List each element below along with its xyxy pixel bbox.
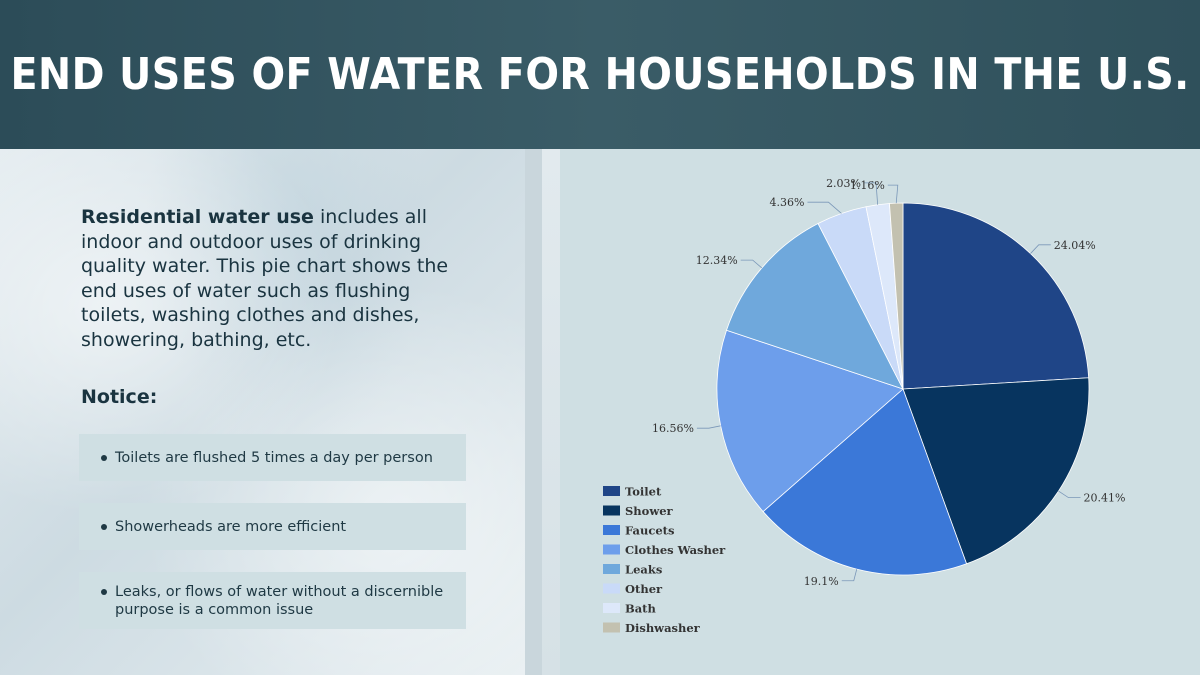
data-label: 20.41% xyxy=(1084,492,1126,505)
note-text: Toilets are flushed 5 times a day per pe… xyxy=(115,449,433,466)
leader-line xyxy=(1058,490,1081,499)
legend-swatch xyxy=(603,486,620,496)
data-label: 19.1% xyxy=(804,575,839,588)
data-label: 16.56% xyxy=(652,422,694,435)
pie-chart: 24.04% 20.41% 19.1% 16.56% 12.34% 4.36% 2.03%1… xyxy=(603,177,1126,635)
pie-slice-clothes-washer xyxy=(716,329,904,513)
divider-strip xyxy=(525,149,542,675)
legend-label: Toilet xyxy=(625,485,662,499)
legend-label: Clothes Washer xyxy=(625,543,726,557)
legend-swatch xyxy=(603,505,620,516)
bullet-icon xyxy=(101,524,107,530)
pie-slice-shower xyxy=(902,377,1090,565)
leader-line xyxy=(740,259,763,269)
legend-label: Bath xyxy=(625,602,656,616)
legend-swatch xyxy=(603,564,620,574)
data-label: 2.03% xyxy=(826,177,861,190)
pie-slice-toilet xyxy=(902,202,1090,390)
page-title: END USES OF WATER FOR HOUSEHOLDS IN THE … xyxy=(10,49,1190,100)
legend-swatch xyxy=(603,544,620,555)
legend-label: Dishwasher xyxy=(625,621,701,635)
intro-paragraph: Residential water use includes all indoo… xyxy=(81,205,481,352)
legend-label: Faucets xyxy=(625,524,674,538)
leader-line xyxy=(1030,244,1051,254)
note-card: Toilets are flushed 5 times a day per pe… xyxy=(79,434,466,481)
notice-heading: Notice: xyxy=(81,386,158,408)
bullet-icon xyxy=(101,589,107,595)
header-banner: END USES OF WATER FOR HOUSEHOLDS IN THE … xyxy=(0,0,1200,149)
data-label: 1.16% xyxy=(850,179,885,192)
legend-label: Leaks xyxy=(625,563,662,577)
legend-swatch xyxy=(603,603,620,613)
pie-slice-faucets xyxy=(762,388,968,576)
data-label: 24.04% xyxy=(1054,239,1096,252)
gap-strip xyxy=(542,149,560,675)
legend-swatch xyxy=(603,622,620,633)
leader-line xyxy=(864,182,879,205)
leader-line xyxy=(807,201,842,214)
note-card: Showerheads are more efficient xyxy=(79,503,466,550)
data-label: 12.34% xyxy=(696,254,738,267)
note-text: Leaks, or flows of water without a disce… xyxy=(115,583,444,618)
data-label: 4.36% xyxy=(770,196,805,209)
legend-label: Other xyxy=(625,582,663,596)
leader-line xyxy=(696,425,721,429)
legend-swatch xyxy=(603,525,620,535)
legend-swatch xyxy=(603,583,620,594)
leader-line xyxy=(841,569,858,582)
intro-bold-text: Residential water use xyxy=(81,206,314,228)
leader-line xyxy=(887,184,899,204)
note-text: Showerheads are more efficient xyxy=(115,518,347,535)
bullet-icon xyxy=(101,455,107,461)
intro-body-text: includes all indoor and outdoor uses of … xyxy=(81,206,449,351)
legend-label: Shower xyxy=(625,504,674,518)
pie-slice-leaks xyxy=(725,223,904,390)
note-card: Leaks, or flows of water without a disce… xyxy=(79,572,466,629)
